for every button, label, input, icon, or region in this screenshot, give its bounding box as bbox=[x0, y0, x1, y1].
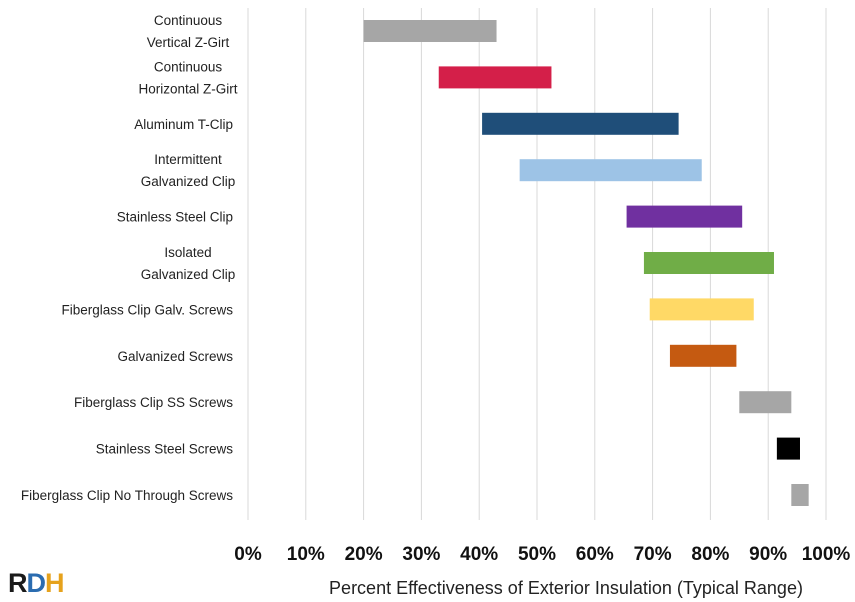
bar-stainless-steel-clip bbox=[626, 205, 743, 228]
logo-letter: D bbox=[26, 568, 46, 598]
logo-letter: R bbox=[8, 568, 27, 598]
x-tick-label: 0% bbox=[234, 544, 262, 565]
category-label-stainless-steel-clip: Stainless Steel Clip bbox=[117, 210, 233, 225]
x-tick-label: 100% bbox=[802, 544, 851, 565]
bar-stainless-steel-screws bbox=[776, 437, 800, 460]
category-label-fiberglass-clip-no-through-screws: Fiberglass Clip No Through Screws bbox=[21, 488, 233, 503]
x-tick-label: 40% bbox=[460, 544, 498, 565]
x-tick-label: 50% bbox=[518, 544, 556, 565]
bar-intermittent-galvanized-clip bbox=[519, 159, 702, 182]
category-label-fiberglass-clip-galv-screws: Fiberglass Clip Galv. Screws bbox=[61, 302, 233, 317]
x-tick-label: 90% bbox=[749, 544, 787, 565]
category-label-stainless-steel-screws: Stainless Steel Screws bbox=[96, 442, 234, 457]
category-label-continuous-vertical-z-girt: Continuous Vertical Z-Girt bbox=[147, 13, 230, 50]
category-label-galvanized-screws: Galvanized Screws bbox=[117, 349, 233, 364]
category-label-fiberglass-clip-ss-screws: Fiberglass Clip SS Screws bbox=[74, 395, 233, 410]
x-tick-label: 60% bbox=[576, 544, 614, 565]
bar-fiberglass-clip-galv-screws bbox=[649, 298, 754, 321]
logo-letter: H bbox=[45, 568, 64, 598]
bar-aluminum-t-clip bbox=[482, 112, 679, 135]
x-tick-label: 70% bbox=[634, 544, 672, 565]
bar-continuous-vertical-z-girt bbox=[363, 20, 497, 42]
category-label-aluminum-t-clip: Aluminum T-Clip bbox=[134, 117, 233, 132]
category-label-isolated-galvanized-clip: Isolated Galvanized Clip bbox=[141, 245, 236, 282]
range-bars bbox=[363, 20, 809, 506]
x-axis-tick-labels: 0% 10% 20% 30% 40% 50% 60% 70% 80% 90% 100% bbox=[234, 544, 850, 565]
bar-fiberglass-clip-ss-screws bbox=[739, 391, 792, 414]
category-label-intermittent-galvanized-clip: Intermittent Galvanized Clip bbox=[141, 152, 236, 189]
x-axis-title: Percent Effectiveness of Exterior Insula… bbox=[329, 578, 803, 598]
x-tick-label: 30% bbox=[402, 544, 440, 565]
bar-fiberglass-clip-no-through-screws bbox=[791, 484, 809, 506]
category-labels: Continuous Vertical Z-Girt Continuous Horiz… bbox=[21, 13, 238, 503]
x-tick-label: 20% bbox=[345, 544, 383, 565]
category-label-continuous-horizontal-z-girt: Continuous Horizontal Z-Girt bbox=[138, 59, 237, 96]
bar-galvanized-screws bbox=[669, 344, 737, 367]
x-tick-label: 80% bbox=[691, 544, 729, 565]
bar-isolated-galvanized-clip bbox=[643, 252, 774, 274]
x-tick-label: 10% bbox=[287, 544, 325, 565]
bar-continuous-horizontal-z-girt bbox=[438, 66, 552, 89]
